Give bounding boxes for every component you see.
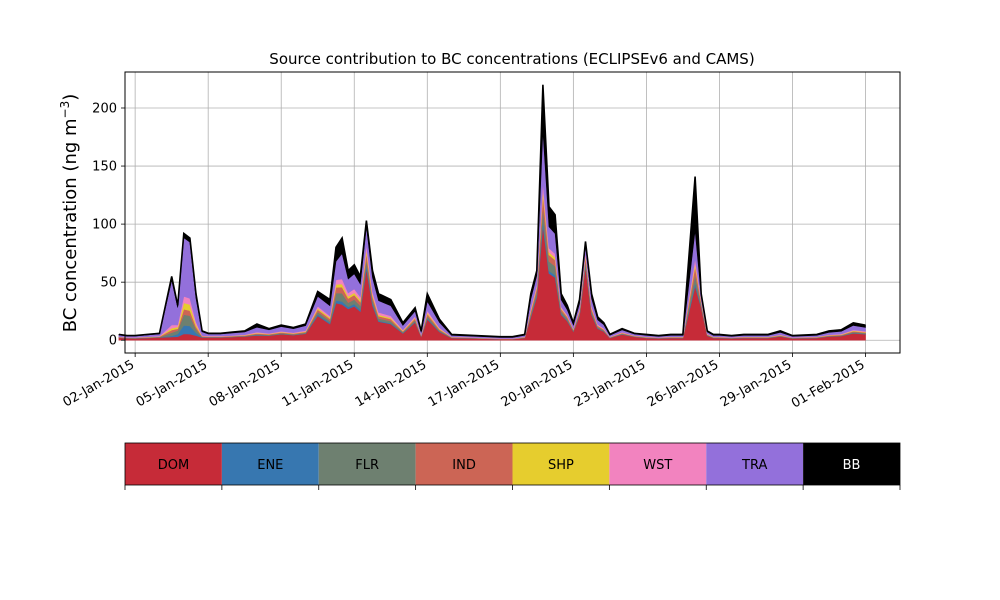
x-tick-label: 08-Jan-2015 bbox=[207, 357, 284, 410]
legend-swatch-flr bbox=[318, 443, 416, 485]
legend-swatch-shp bbox=[512, 443, 610, 485]
legend-swatch-bb bbox=[803, 443, 900, 485]
legend-label-wst: WST bbox=[643, 458, 672, 473]
legend-label-bb: BB bbox=[843, 458, 861, 473]
area-bb bbox=[118, 84, 866, 338]
total-outline bbox=[118, 84, 866, 338]
y-axis-label-main: BC concentration (ng m bbox=[60, 118, 81, 332]
legend-swatch-tra bbox=[706, 443, 804, 485]
y-tick-label: 50 bbox=[100, 276, 117, 291]
x-tick-label: 05-Jan-2015 bbox=[134, 357, 211, 410]
chart-title: Source contribution to BC concentrations… bbox=[269, 50, 754, 68]
area-ene bbox=[118, 220, 866, 340]
plot-frame bbox=[124, 71, 901, 354]
area-shp bbox=[118, 189, 866, 340]
x-tick-label: 20-Jan-2015 bbox=[499, 357, 576, 410]
area-wst bbox=[118, 181, 866, 339]
x-tick-label: 01-Feb-2015 bbox=[789, 357, 868, 411]
y-axis: 0 50 100 150 200 bbox=[92, 101, 125, 349]
x-tick-label: 23-Jan-2015 bbox=[572, 357, 649, 410]
grid-lines bbox=[125, 72, 900, 353]
x-tick-label: 29-Jan-2015 bbox=[718, 357, 795, 410]
y-tick-label: 0 bbox=[109, 334, 117, 349]
area-tra bbox=[118, 130, 866, 339]
x-tick-label: 26-Jan-2015 bbox=[645, 357, 722, 410]
legend-swatch-ene bbox=[221, 443, 319, 485]
y-axis-label: BC concentration (ng m−3) bbox=[58, 94, 81, 333]
y-axis-label-close: ) bbox=[60, 94, 81, 101]
y-tick-label: 100 bbox=[92, 218, 117, 233]
y-axis-label-superscript: −3 bbox=[58, 101, 72, 119]
legend-swatch-ind bbox=[415, 443, 513, 485]
legend-label-tra: TRA bbox=[741, 458, 767, 473]
legend-label-shp: SHP bbox=[548, 458, 574, 473]
area-ind bbox=[118, 194, 866, 340]
legend-colorbar: DOM ENE FLR IND SHP WST TRA BB bbox=[124, 442, 901, 490]
x-tick-label: 17-Jan-2015 bbox=[426, 357, 503, 410]
legend-swatch-wst bbox=[609, 443, 707, 485]
area-flr bbox=[118, 207, 866, 340]
legend-label-flr: FLR bbox=[355, 458, 379, 473]
x-axis: 02-Jan-201505-Jan-201508-Jan-201511-Jan-… bbox=[61, 353, 868, 411]
y-tick-label: 150 bbox=[92, 160, 117, 175]
legend-label-ene: ENE bbox=[257, 458, 283, 473]
area-dom bbox=[118, 225, 866, 341]
stacked-areas bbox=[118, 84, 866, 341]
legend-label-dom: DOM bbox=[158, 458, 189, 473]
y-tick-label: 200 bbox=[92, 101, 117, 116]
legend-label-ind: IND bbox=[452, 458, 476, 473]
legend-swatch-dom bbox=[125, 443, 222, 485]
x-tick-label: 14-Jan-2015 bbox=[353, 357, 430, 410]
x-tick-label: 11-Jan-2015 bbox=[280, 357, 357, 410]
x-tick-label: 02-Jan-2015 bbox=[61, 357, 138, 410]
